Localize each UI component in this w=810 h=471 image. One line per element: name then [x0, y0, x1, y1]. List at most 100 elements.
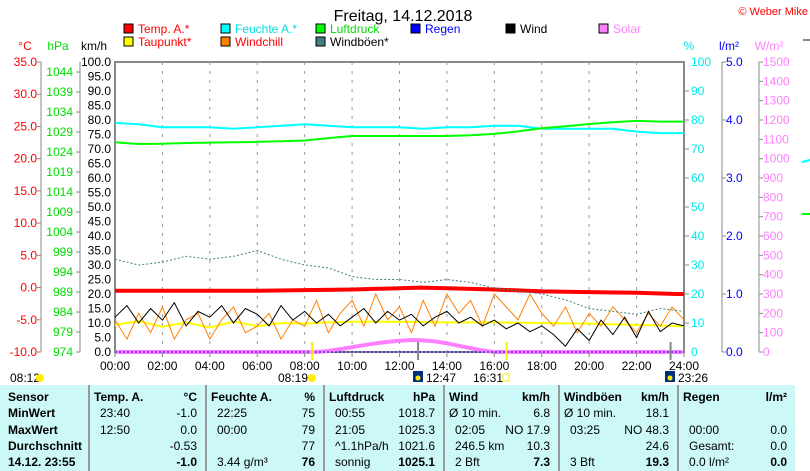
axis-tick-label-solar: 500 — [763, 248, 783, 262]
x-tick-label: 24:00 — [669, 359, 699, 373]
cell-value: 76 — [301, 455, 315, 469]
axis-tick-label-pressure: 994 — [53, 265, 73, 279]
axis-tick-label-humidity: 50 — [691, 200, 705, 214]
x-tick-label: 02:00 — [147, 359, 177, 373]
axis-tick-label-humidity: 40 — [691, 229, 705, 243]
axis-unit-rain: l/m² — [719, 39, 739, 53]
axis-tick-label-humidity: 0 — [691, 345, 698, 359]
astro-time: 12:47 — [426, 371, 456, 385]
legend-swatch — [123, 23, 134, 34]
axis-tick-label-pressure: 989 — [53, 285, 73, 299]
axis-tick-label-wind: 35.0 — [88, 244, 112, 258]
cell-value: 1025.3 — [398, 423, 435, 437]
axis-tick-label-pressure: 1039 — [46, 85, 73, 99]
chart-title: Freitag, 14.12.2018 — [334, 8, 473, 25]
x-tick-label: 22:00 — [622, 359, 652, 373]
axis-tick-label-solar: 700 — [763, 210, 783, 224]
axis-tick-label-solar: 1000 — [763, 152, 790, 166]
moonrise-icon — [413, 371, 423, 382]
axis-tick-label-wind: 75.0 — [88, 128, 112, 142]
table-column: Wind km/h Ø 10 min. 02:05 246.5 km 2 Bft 6.8 NO… — [443, 385, 560, 471]
sensor-label: Sensor — [8, 390, 49, 404]
legend-label: Luftdruck — [330, 22, 380, 36]
axis-tick-label-humidity: 80 — [691, 113, 705, 127]
axis-unit-temp: °C — [18, 39, 32, 53]
legend-swatch — [220, 23, 231, 34]
sun-icon — [308, 374, 316, 382]
axis-tick-label-pressure: 999 — [53, 245, 73, 259]
axis-tick-label-rain: 3.0 — [726, 171, 743, 185]
axis-tick-label-solar: 400 — [763, 268, 783, 282]
column-unit: % — [304, 390, 315, 404]
x-axis: 00:00 02:00 04:00 06:00 08:00 10:00 12:00 14:00… — [100, 352, 699, 373]
series-solar — [115, 337, 684, 354]
cell-left: 3 Bft — [570, 455, 595, 469]
legend-swatch — [123, 36, 134, 47]
axis-tick-label-pressure: 1029 — [46, 125, 73, 139]
sunrise-icon — [36, 374, 44, 382]
cell-value: 24.6 — [645, 439, 669, 453]
axis-tick-label-temp: 35.0 — [14, 55, 38, 69]
cell-value: 19.3 — [645, 455, 669, 469]
axis-tick-label-pressure: 1014 — [46, 185, 73, 199]
cell-value: 0.0 — [770, 423, 787, 437]
axis-tick-label-wind: 65.0 — [88, 157, 112, 171]
table-column: Regen l/m² 00:00 Gesamt: 0.0 l/m² 0.0 0.0 0.0 — [677, 385, 795, 471]
next-chart-fragment — [801, 159, 810, 163]
x-tick-label: 10:00 — [337, 359, 367, 373]
axis-tick-label-wind: 20.0 — [88, 287, 112, 301]
column-header: Wind — [449, 390, 479, 404]
axis-tick-label-temp: 10.0 — [14, 216, 38, 230]
cell-value: NO 48.3 — [624, 423, 669, 437]
axis-tick-label-pressure: 1019 — [46, 165, 73, 179]
axis-tick-label-wind: 55.0 — [88, 186, 112, 200]
series-luftdruck — [114, 119, 684, 146]
cell-left: Gesamt: — [689, 439, 735, 453]
sensor-label: 14.12. 23:55 — [8, 455, 76, 469]
axis-tick-label-solar: 900 — [763, 171, 783, 185]
sunset-icon — [502, 373, 510, 382]
x-tick-label: 14:00 — [432, 359, 462, 373]
legend-label: Windböen* — [330, 35, 389, 49]
column-unit: km/h — [521, 390, 550, 404]
x-tick-label: 00:00 — [100, 359, 130, 373]
column-header: Feuchte A. — [211, 390, 272, 404]
cell-value: 10.3 — [526, 439, 550, 453]
legend-swatch — [505, 23, 516, 34]
axes: °C-10.0-5.00.05.010.015.020.025.030.035.… — [10, 39, 790, 359]
astro-row: 08:12 08:19 12:47 16:31 23:26 — [10, 342, 708, 385]
cell-left: Ø 10 min. — [449, 406, 502, 420]
cell-left: 00:00 — [217, 423, 248, 437]
axis-tick-label-rain: 5.0 — [726, 55, 743, 69]
axis-unit-wind: km/h — [81, 39, 107, 53]
legend-label: Wind — [520, 22, 547, 36]
axis-tick-label-temp: 30.0 — [14, 87, 38, 101]
axis-tick-label-pressure: 974 — [53, 345, 73, 359]
legend-swatch — [220, 36, 231, 47]
cell-value: 0.0 — [770, 439, 787, 453]
legend-swatch — [315, 36, 326, 47]
cell-value: -1.0 — [176, 455, 197, 469]
table-column: Windböen km/h Ø 10 min. 03:25 3 Bft 18.1 NO 48… — [558, 385, 679, 471]
cell-left: 3.44 g/m³ — [217, 455, 268, 469]
axis-tick-label-rain: 1.0 — [726, 287, 743, 301]
axis-tick-label-wind: 85.0 — [88, 99, 112, 113]
axis-tick-label-wind: 25.0 — [88, 273, 112, 287]
column-header: Temp. A. — [94, 390, 144, 404]
x-tick-label: 16:00 — [479, 359, 509, 373]
x-tick-label: 20:00 — [574, 359, 604, 373]
astro-time: 16:31 — [473, 371, 503, 385]
cell-left: 22:25 — [217, 406, 248, 420]
axis-tick-label-rain: 4.0 — [726, 113, 743, 127]
axis-tick-label-wind: 15.0 — [88, 302, 112, 316]
axis-tick-label-pressure: 1024 — [46, 145, 73, 159]
cell-left: 0.0 l/m² — [689, 455, 730, 469]
cell-value: NO 17.9 — [505, 423, 550, 437]
column-unit: °C — [183, 390, 197, 404]
cell-value: 0.0 — [770, 455, 787, 469]
axis-tick-label-humidity: 30 — [691, 258, 705, 272]
cell-left: 246.5 km — [455, 439, 505, 453]
series-windchill — [114, 292, 685, 341]
table-column: Feuchte A.% 22:25 00:00 3.44 g/m³ 75 79 77 76 — [205, 385, 325, 471]
column-header: Regen — [683, 390, 720, 404]
